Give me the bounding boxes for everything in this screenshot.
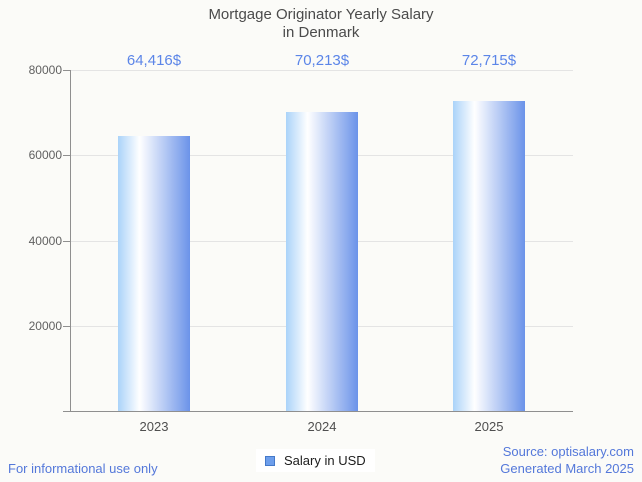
legend-swatch-icon (265, 455, 275, 466)
y-axis-label: 80000 (28, 63, 62, 77)
disclaimer-text: For informational use only (8, 461, 158, 476)
y-axis-tick (63, 70, 70, 71)
y-axis-label: 40000 (28, 233, 62, 248)
x-axis-line (63, 411, 573, 412)
y-axis-label: 20000 (28, 318, 62, 333)
y-gridline (70, 70, 573, 71)
legend-label: Salary in USD (284, 453, 366, 468)
y-axis-tick (63, 325, 70, 327)
source-line: Source: optisalary.com (502, 444, 634, 459)
y-axis-line (70, 70, 71, 411)
bar-value-label: 72,715$ (461, 52, 517, 69)
y-axis-tick (63, 155, 70, 157)
salary-bar (118, 136, 190, 411)
y-axis-label: 60000 (28, 148, 62, 163)
x-axis-label: 2023 (139, 419, 169, 434)
salary-bar (453, 101, 525, 411)
legend: Salary in USD (256, 449, 375, 472)
chart-title-line2: in Denmark (282, 24, 360, 41)
bar-value-label: 64,416$ (126, 52, 182, 69)
chart-title: Mortgage Originator Yearly Salary in Den… (0, 6, 642, 42)
bar-value-label: 70,213$ (294, 52, 350, 69)
salary-bar (286, 112, 358, 411)
y-axis-tick (63, 240, 70, 242)
source-attribution: Source: optisalary.com Generated March 2… (500, 443, 634, 477)
x-axis-label: 2024 (307, 419, 337, 434)
x-axis-label: 2025 (474, 419, 504, 434)
chart-title-line1: Mortgage Originator Yearly Salary (208, 6, 434, 23)
generated-line: Generated March 2025 (500, 461, 634, 476)
